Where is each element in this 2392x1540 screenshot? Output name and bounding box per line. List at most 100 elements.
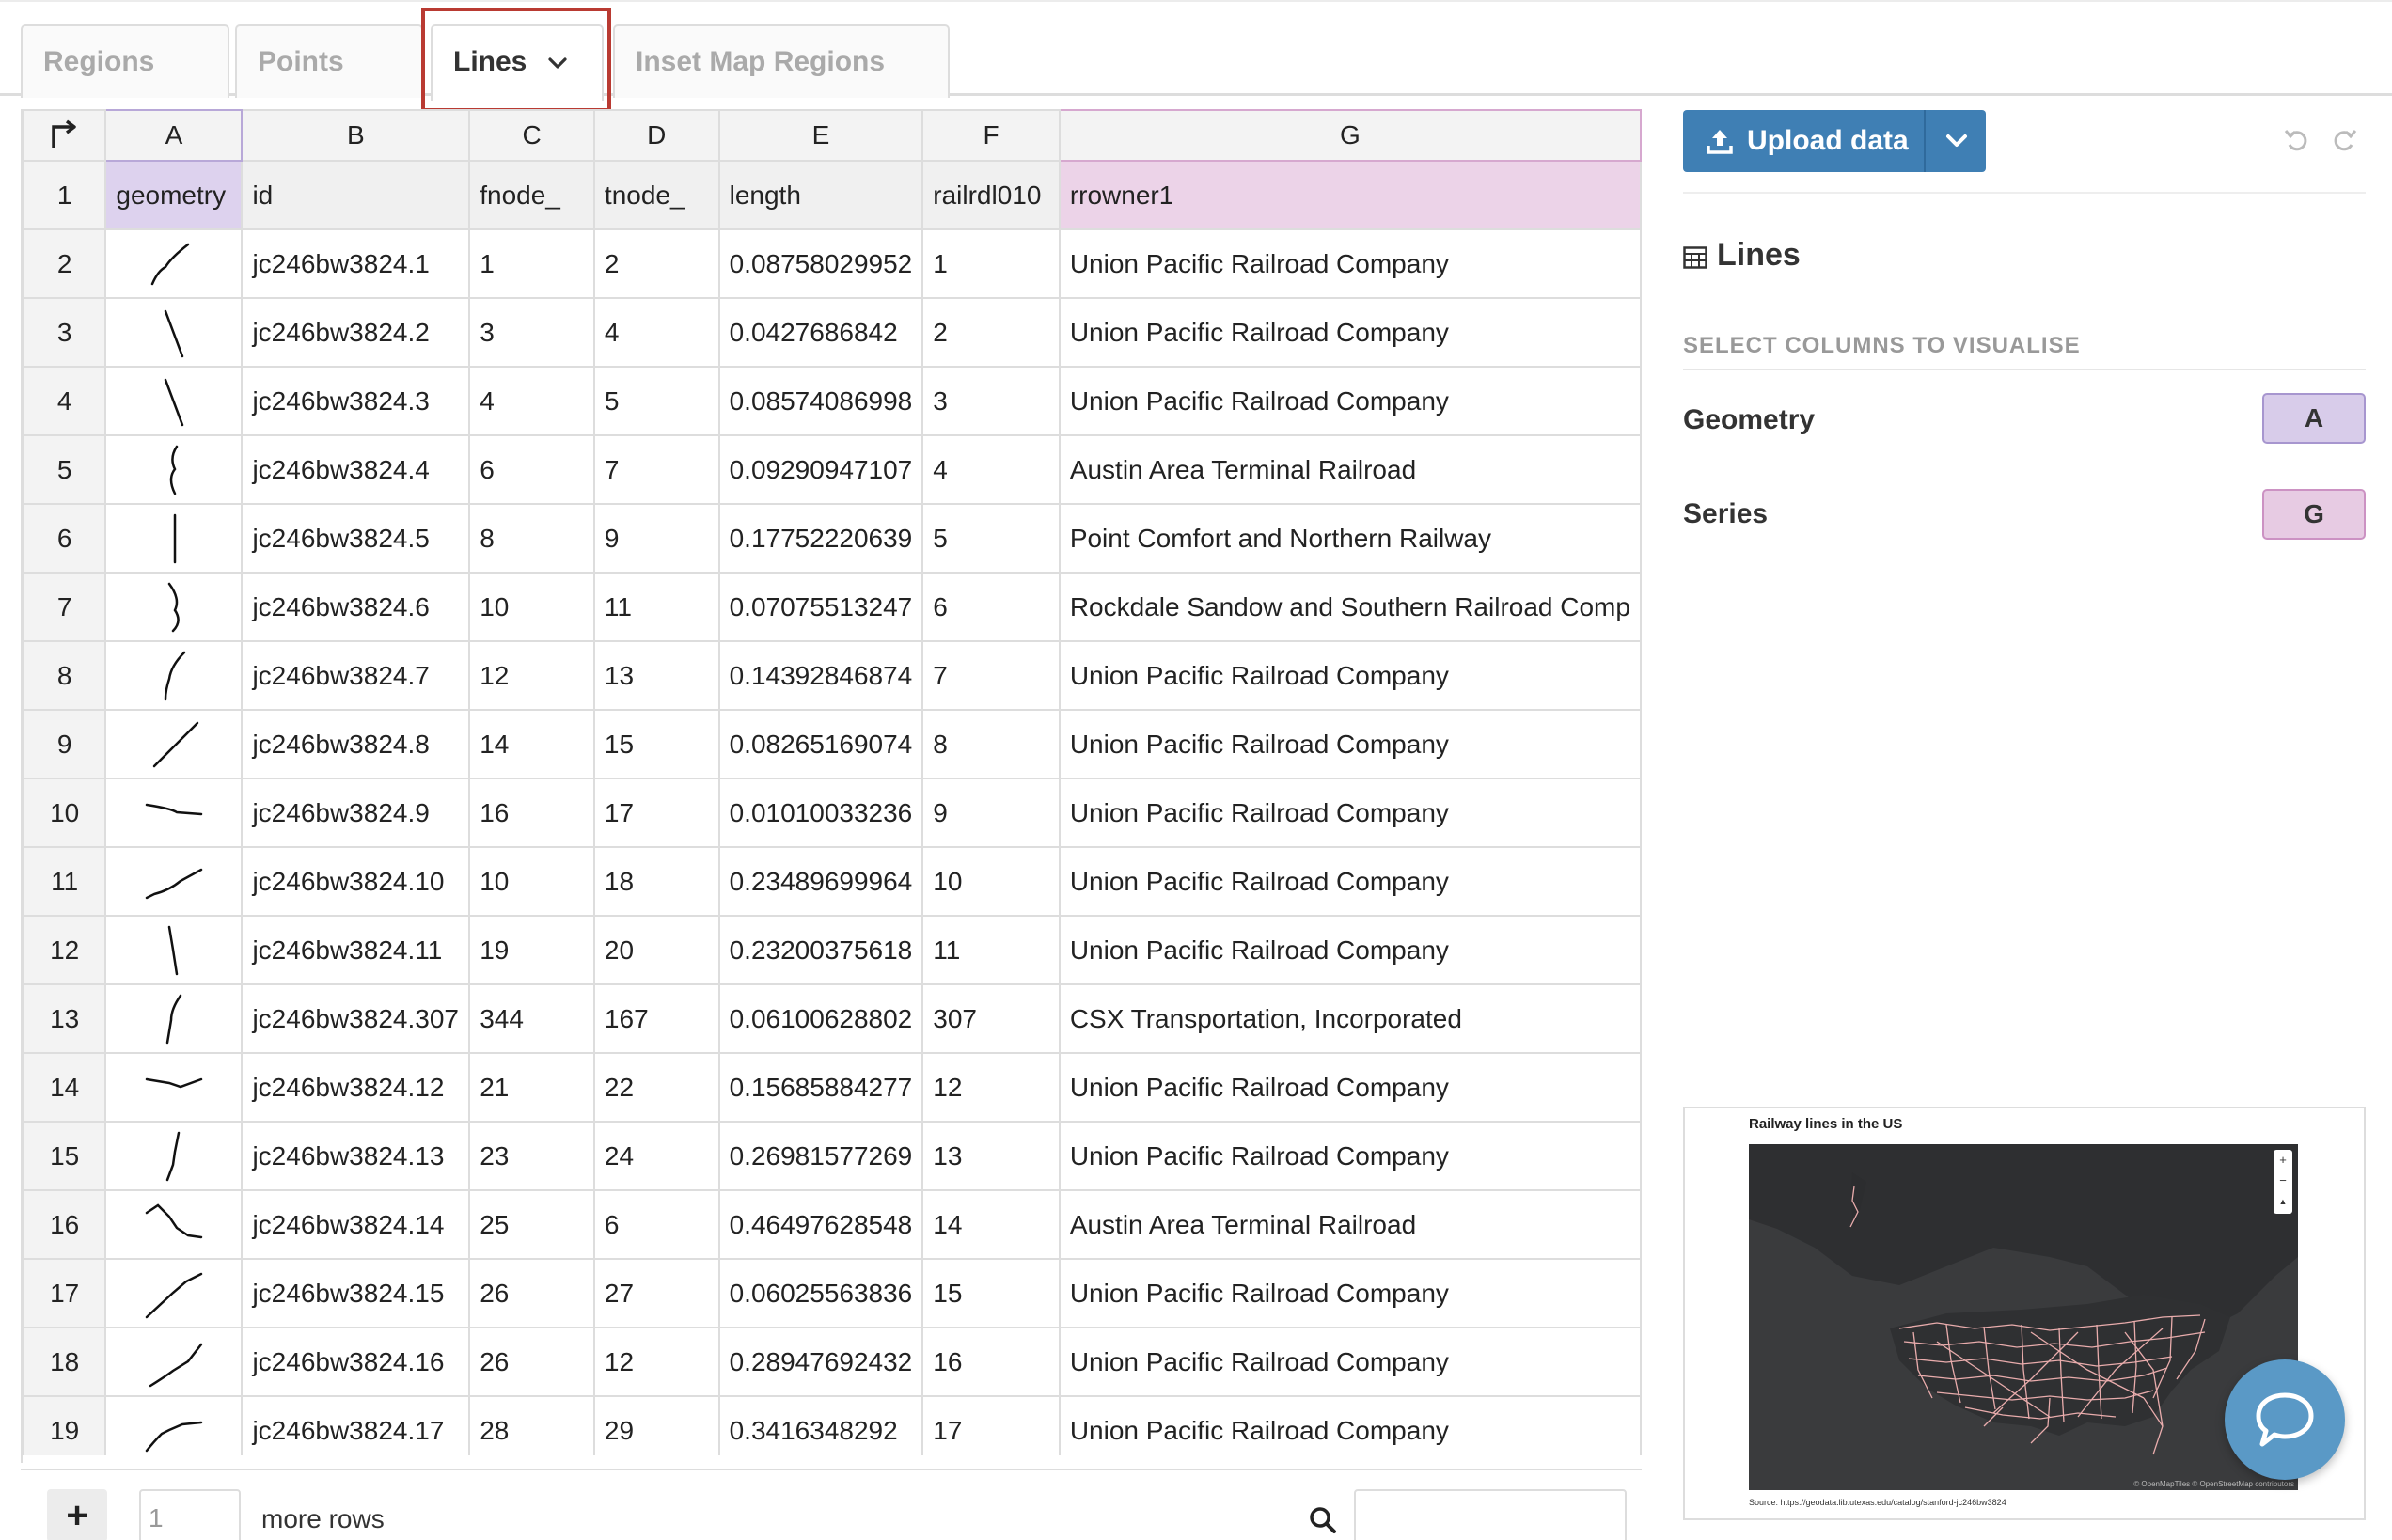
tnode-cell[interactable]: 20 xyxy=(592,915,720,985)
geometry-cell[interactable] xyxy=(104,228,244,299)
id-cell[interactable]: jc246bw3824.4 xyxy=(241,434,471,505)
row-number[interactable]: 19 xyxy=(23,1395,107,1463)
railrdl010-cell[interactable]: 307 xyxy=(921,983,1061,1054)
undo-icon[interactable] xyxy=(2283,126,2311,154)
row-number[interactable]: 9 xyxy=(23,709,107,779)
geometry-cell[interactable] xyxy=(104,709,244,779)
tnode-cell[interactable]: 4 xyxy=(592,297,720,368)
owner-cell[interactable]: Rockdale Sandow and Southern Railroad Co… xyxy=(1058,572,1642,642)
tnode-cell[interactable]: 6 xyxy=(592,1189,720,1260)
length-cell[interactable]: 0.08758029952 xyxy=(717,228,924,299)
id-cell[interactable]: jc246bw3824.14 xyxy=(241,1189,471,1260)
id-cell[interactable]: jc246bw3824.10 xyxy=(241,846,471,917)
tab-regions[interactable]: Regions xyxy=(21,24,229,98)
geometry-cell[interactable] xyxy=(104,915,244,985)
id-cell[interactable]: jc246bw3824.15 xyxy=(241,1258,471,1328)
railrdl010-cell[interactable]: 10 xyxy=(921,846,1061,917)
railrdl010-cell[interactable]: 12 xyxy=(921,1052,1061,1123)
geometry-cell[interactable] xyxy=(104,297,244,368)
geometry-cell[interactable] xyxy=(104,572,244,642)
tnode-cell[interactable]: 29 xyxy=(592,1395,720,1463)
length-cell[interactable]: 0.14392846874 xyxy=(717,640,924,711)
fnode-cell[interactable]: 12 xyxy=(468,640,595,711)
railrdl010-cell[interactable]: 16 xyxy=(921,1327,1061,1397)
length-cell[interactable]: 0.17752220639 xyxy=(717,503,924,574)
geometry-cell[interactable] xyxy=(104,1258,244,1328)
owner-cell[interactable]: Union Pacific Railroad Company xyxy=(1058,1258,1642,1328)
row-number[interactable]: 3 xyxy=(23,297,107,368)
row-number[interactable]: 6 xyxy=(23,503,107,574)
length-cell[interactable]: 0.3416348292 xyxy=(717,1395,924,1463)
length-cell[interactable]: 0.07075513247 xyxy=(717,572,924,642)
railrdl010-cell[interactable]: 8 xyxy=(921,709,1061,779)
header-cell-length[interactable]: length xyxy=(717,160,924,230)
id-cell[interactable]: jc246bw3824.5 xyxy=(241,503,471,574)
length-cell[interactable]: 0.23489699964 xyxy=(717,846,924,917)
id-cell[interactable]: jc246bw3824.3 xyxy=(241,366,471,436)
tnode-cell[interactable]: 12 xyxy=(592,1327,720,1397)
geometry-cell[interactable] xyxy=(104,503,244,574)
owner-cell[interactable]: Austin Area Terminal Railroad xyxy=(1058,434,1642,505)
fnode-cell[interactable]: 1 xyxy=(468,228,595,299)
id-cell[interactable]: jc246bw3824.6 xyxy=(241,572,471,642)
fnode-cell[interactable]: 25 xyxy=(468,1189,595,1260)
corner-cell[interactable] xyxy=(23,109,107,162)
railrdl010-cell[interactable]: 13 xyxy=(921,1121,1061,1191)
row-number[interactable]: 4 xyxy=(23,366,107,436)
railrdl010-cell[interactable]: 6 xyxy=(921,572,1061,642)
tnode-cell[interactable]: 15 xyxy=(592,709,720,779)
id-cell[interactable]: jc246bw3824.9 xyxy=(241,778,471,848)
header-cell-geometry[interactable]: geometry xyxy=(104,160,244,230)
tnode-cell[interactable]: 24 xyxy=(592,1121,720,1191)
tnode-cell[interactable]: 5 xyxy=(592,366,720,436)
fnode-cell[interactable]: 14 xyxy=(468,709,595,779)
tnode-cell[interactable]: 13 xyxy=(592,640,720,711)
id-cell[interactable]: jc246bw3824.16 xyxy=(241,1327,471,1397)
reset-north-button[interactable]: ▲ xyxy=(2278,1197,2288,1206)
geometry-cell[interactable] xyxy=(104,1121,244,1191)
railrdl010-cell[interactable]: 17 xyxy=(921,1395,1061,1463)
owner-cell[interactable]: Union Pacific Railroad Company xyxy=(1058,1121,1642,1191)
geometry-cell[interactable] xyxy=(104,434,244,505)
railrdl010-cell[interactable]: 9 xyxy=(921,778,1061,848)
row-number[interactable]: 8 xyxy=(23,640,107,711)
row-number[interactable]: 16 xyxy=(23,1189,107,1260)
railrdl010-cell[interactable]: 3 xyxy=(921,366,1061,436)
railrdl010-cell[interactable]: 15 xyxy=(921,1258,1061,1328)
owner-cell[interactable]: Union Pacific Railroad Company xyxy=(1058,228,1642,299)
length-cell[interactable]: 0.01010033236 xyxy=(717,778,924,848)
column-letter-c[interactable]: C xyxy=(468,109,595,162)
id-cell[interactable]: jc246bw3824.1 xyxy=(241,228,471,299)
upload-data-button[interactable]: Upload data xyxy=(1683,110,1924,172)
row-number[interactable]: 10 xyxy=(23,778,107,848)
column-letter-e[interactable]: E xyxy=(717,109,924,162)
series-column-selector[interactable]: G xyxy=(2262,489,2366,540)
railrdl010-cell[interactable]: 1 xyxy=(921,228,1061,299)
owner-cell[interactable]: Union Pacific Railroad Company xyxy=(1058,846,1642,917)
header-cell-rrowner1[interactable]: rrowner1 xyxy=(1058,160,1642,230)
tnode-cell[interactable]: 18 xyxy=(592,846,720,917)
add-rows-button[interactable]: + xyxy=(47,1489,107,1540)
railrdl010-cell[interactable]: 2 xyxy=(921,297,1061,368)
column-letter-b[interactable]: B xyxy=(241,109,471,162)
length-cell[interactable]: 0.06025563836 xyxy=(717,1258,924,1328)
owner-cell[interactable]: Union Pacific Railroad Company xyxy=(1058,1327,1642,1397)
tab-points[interactable]: Points xyxy=(235,24,423,98)
tnode-cell[interactable]: 167 xyxy=(592,983,720,1054)
geometry-cell[interactable] xyxy=(104,1327,244,1397)
row-number[interactable]: 2 xyxy=(23,228,107,299)
tnode-cell[interactable]: 7 xyxy=(592,434,720,505)
fnode-cell[interactable]: 10 xyxy=(468,846,595,917)
length-cell[interactable]: 0.23200375618 xyxy=(717,915,924,985)
geometry-cell[interactable] xyxy=(104,1189,244,1260)
fnode-cell[interactable]: 28 xyxy=(468,1395,595,1463)
length-cell[interactable]: 0.08574086998 xyxy=(717,366,924,436)
data-grid[interactable]: A B C D E F G 1 geometry id fnode_ tnode… xyxy=(21,109,1642,1463)
geometry-cell[interactable] xyxy=(104,778,244,848)
row-number[interactable]: 5 xyxy=(23,434,107,505)
owner-cell[interactable]: Union Pacific Railroad Company xyxy=(1058,640,1642,711)
geometry-cell[interactable] xyxy=(104,366,244,436)
fnode-cell[interactable]: 4 xyxy=(468,366,595,436)
grid-search-input[interactable] xyxy=(1354,1489,1627,1540)
upload-options-dropdown[interactable] xyxy=(1924,110,1986,172)
